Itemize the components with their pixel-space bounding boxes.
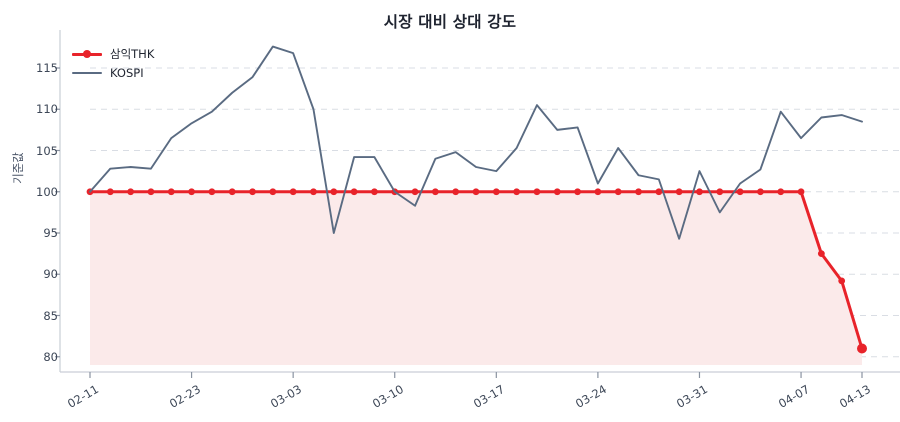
chart-legend: 삼익THK KOSPI	[72, 44, 154, 82]
y-tick-marks	[55, 67, 60, 358]
y-tick-label: 85	[43, 308, 58, 323]
y-tick-label: 80	[43, 349, 58, 364]
x-tick-label: 03-31	[674, 382, 711, 411]
legend-item-KOSPI[interactable]: KOSPI	[72, 63, 154, 82]
y-tick-label: 115	[36, 61, 58, 75]
x-tick-marks	[89, 372, 863, 378]
x-tick-label: 04-13	[837, 382, 873, 411]
legend-swatch-icon	[72, 48, 102, 60]
y-tick-label: 105	[36, 143, 58, 158]
x-tick-label: 03-24	[572, 382, 609, 411]
legend-item-삼익THK[interactable]: 삼익THK	[72, 44, 154, 63]
legend-label: KOSPI	[110, 65, 144, 80]
series-markers-삼익THK	[86, 188, 867, 354]
series-line-KOSPI	[89, 45, 863, 240]
legend-label: 삼익THK	[110, 46, 155, 61]
legend-swatch-icon	[72, 67, 102, 79]
y-tick-label: 110	[36, 102, 58, 117]
x-tick-label: 03-10	[369, 382, 406, 411]
x-tick-label: 03-17	[471, 382, 508, 411]
y-tick-label: 90	[43, 267, 58, 282]
chart-title: 시장 대비 상대 강도	[383, 13, 517, 31]
x-tick-label: 02-11	[65, 382, 101, 411]
y-tick-label: 95	[43, 226, 58, 240]
series-area-0	[90, 191, 862, 365]
x-tick-label: 04-07	[776, 382, 813, 411]
x-tick-label: 03-03	[268, 382, 305, 411]
y-tick-label: 100	[36, 184, 58, 199]
x-tick-label: 02-23	[166, 382, 203, 411]
y-axis-tick-labels: 80 85 90 95 100 105 110 115	[12, 0, 58, 420]
